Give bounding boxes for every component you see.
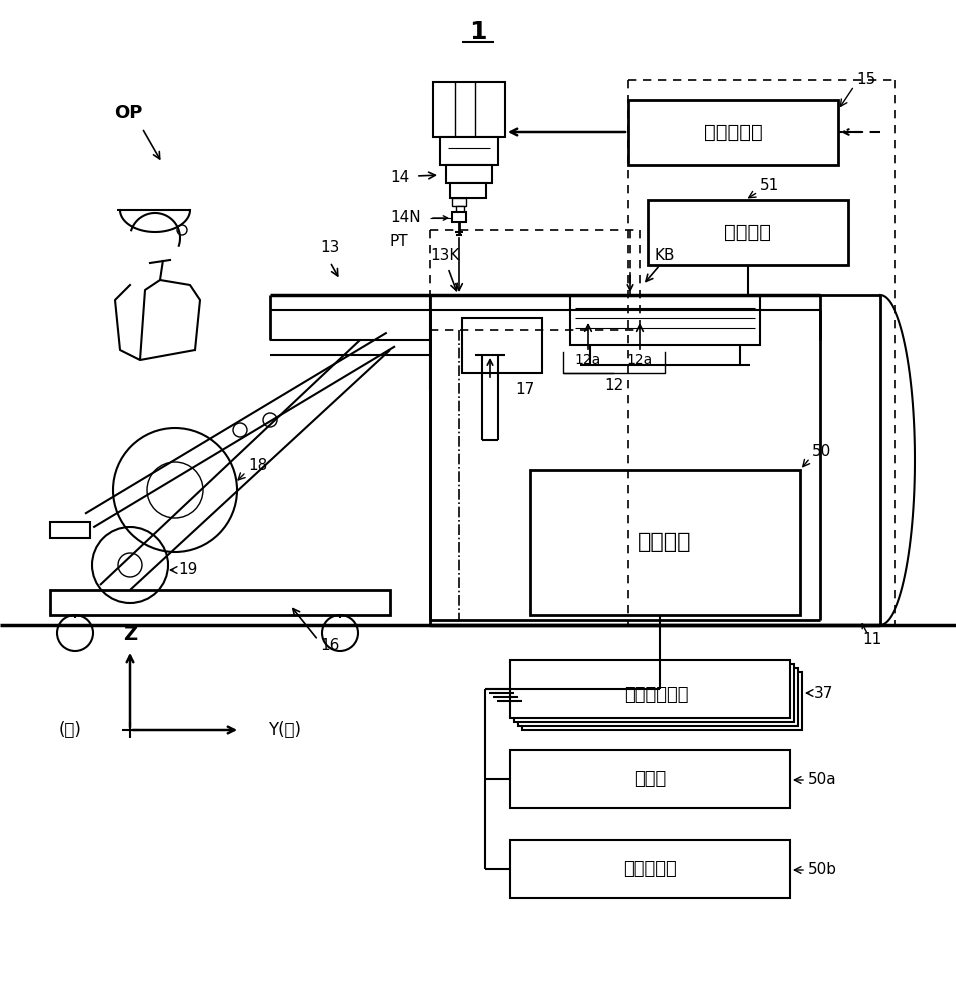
Bar [530, 470, 800, 615]
Text: 判断部: 判断部 [634, 770, 666, 788]
Bar [50, 522, 90, 538]
Text: Z: Z [123, 624, 137, 644]
Text: 13: 13 [320, 240, 339, 255]
Text: 18: 18 [248, 458, 268, 473]
Text: 触摸面板: 触摸面板 [725, 223, 771, 242]
Bar [522, 672, 802, 730]
Text: Y(前): Y(前) [268, 721, 301, 739]
Text: 12a: 12a [627, 353, 653, 367]
Text: 15: 15 [856, 73, 876, 88]
Text: KB: KB [655, 247, 676, 262]
Bar [648, 200, 848, 265]
Text: 51: 51 [760, 178, 779, 192]
Bar [452, 198, 466, 206]
Text: 19: 19 [178, 562, 197, 578]
Bar [450, 183, 486, 198]
Text: 头移动机构: 头移动机构 [704, 123, 762, 142]
Text: 16: 16 [320, 638, 339, 652]
Text: 12a: 12a [575, 353, 601, 367]
Bar [452, 212, 466, 222]
Text: 50: 50 [812, 444, 832, 460]
Bar [510, 750, 790, 808]
Text: 50b: 50b [808, 862, 837, 878]
Text: 通知控制部: 通知控制部 [623, 860, 677, 878]
Text: 50a: 50a [808, 772, 836, 788]
Bar [456, 206, 464, 212]
Bar [50, 590, 390, 615]
Text: PT: PT [390, 234, 408, 249]
Bar [570, 296, 760, 345]
Bar [514, 664, 794, 722]
Text: 37: 37 [814, 686, 834, 700]
Text: 14N: 14N [390, 211, 421, 226]
Text: 1: 1 [469, 20, 487, 44]
Text: 供料器控制部: 供料器控制部 [623, 686, 688, 704]
Text: (后): (后) [59, 721, 82, 739]
Text: 13K: 13K [430, 247, 460, 262]
Text: OP: OP [114, 104, 142, 122]
Bar [518, 668, 798, 726]
Text: 11: 11 [862, 633, 881, 648]
Bar [510, 660, 790, 718]
Bar [510, 840, 790, 898]
Bar [440, 137, 498, 165]
Bar [446, 165, 492, 183]
Text: 12: 12 [604, 377, 623, 392]
Bar [628, 100, 838, 165]
Text: 17: 17 [515, 382, 534, 397]
Bar [462, 318, 542, 373]
Bar [433, 82, 505, 137]
Text: 控制装置: 控制装置 [639, 532, 692, 552]
Text: 14: 14 [390, 170, 409, 186]
